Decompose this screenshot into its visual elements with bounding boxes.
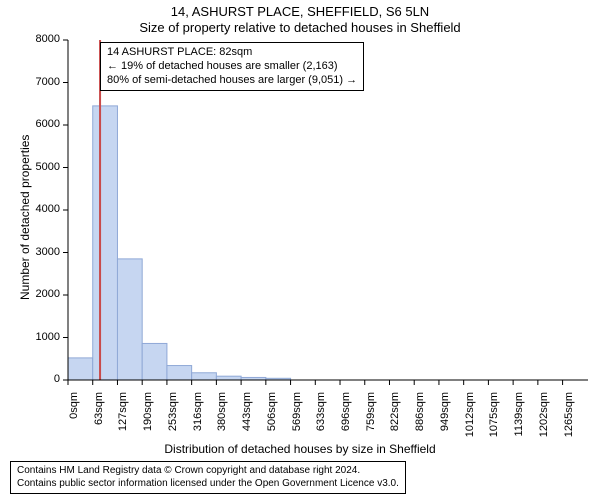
y-tick-label: 6000 (20, 118, 60, 130)
page-root: 14, ASHURST PLACE, SHEFFIELD, S6 5LN Siz… (0, 0, 600, 500)
y-tick-label: 4000 (20, 203, 60, 215)
x-tick-label: 443sqm (241, 392, 253, 492)
x-tick-label: 63sqm (93, 392, 105, 492)
y-tick-label: 5000 (20, 161, 60, 173)
info-line-2: ← 19% of detached houses are smaller (2,… (107, 60, 357, 74)
info-line-1: 14 ASHURST PLACE: 82sqm (107, 46, 357, 60)
histogram-bar (68, 358, 93, 380)
y-tick-label: 7000 (20, 76, 60, 88)
x-tick-label: 506sqm (266, 392, 278, 492)
page-title-line1: 14, ASHURST PLACE, SHEFFIELD, S6 5LN (0, 4, 600, 19)
histogram-bar (167, 366, 192, 380)
x-tick-label: 1202sqm (538, 392, 550, 492)
y-axis-label: Number of detached properties (18, 135, 32, 300)
y-tick-label: 2000 (20, 288, 60, 300)
x-tick-label: 949sqm (439, 392, 451, 492)
x-tick-label: 696sqm (340, 392, 352, 492)
x-tick-label: 253sqm (167, 392, 179, 492)
y-tick-label: 1000 (20, 331, 60, 343)
histogram-bar (93, 106, 118, 380)
x-tick-label: 380sqm (216, 392, 228, 492)
y-tick-label: 0 (20, 373, 60, 385)
page-title-line2: Size of property relative to detached ho… (0, 20, 600, 35)
x-tick-label: 759sqm (365, 392, 377, 492)
histogram-bar (216, 376, 241, 380)
histogram-bar (142, 343, 167, 380)
x-tick-label: 822sqm (389, 392, 401, 492)
info-line-3: 80% of semi-detached houses are larger (… (107, 74, 357, 88)
property-info-box: 14 ASHURST PLACE: 82sqm ← 19% of detache… (100, 42, 364, 91)
y-tick-label: 8000 (20, 33, 60, 45)
x-tick-label: 633sqm (315, 392, 327, 492)
x-tick-label: 1012sqm (464, 392, 476, 492)
x-tick-label: 0sqm (68, 392, 80, 492)
x-tick-label: 1139sqm (513, 392, 525, 492)
x-tick-label: 569sqm (291, 392, 303, 492)
histogram-bar (117, 259, 142, 380)
x-tick-label: 190sqm (142, 392, 154, 492)
histogram-bar (192, 373, 217, 380)
x-tick-label: 1265sqm (563, 392, 575, 492)
y-tick-label: 3000 (20, 246, 60, 258)
x-tick-label: 886sqm (414, 392, 426, 492)
x-tick-label: 1075sqm (488, 392, 500, 492)
x-tick-label: 316sqm (192, 392, 204, 492)
x-tick-label: 127sqm (117, 392, 129, 492)
